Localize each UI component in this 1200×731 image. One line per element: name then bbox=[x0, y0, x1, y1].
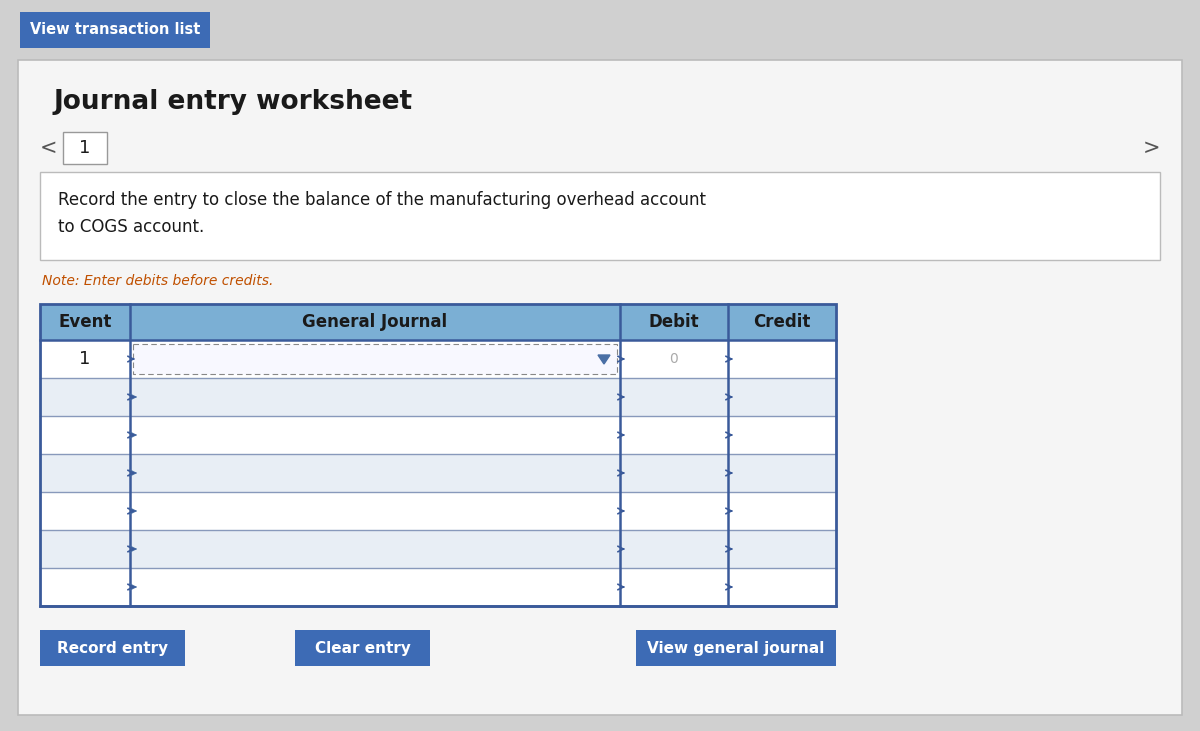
Bar bbox=[40, 454, 836, 492]
Bar bbox=[40, 530, 836, 568]
Bar bbox=[18, 60, 1182, 715]
Text: Note: Enter debits before credits.: Note: Enter debits before credits. bbox=[42, 274, 274, 288]
Text: 1: 1 bbox=[79, 139, 91, 157]
Text: Record entry: Record entry bbox=[56, 640, 168, 656]
Text: Clear entry: Clear entry bbox=[314, 640, 410, 656]
Text: to COGS account.: to COGS account. bbox=[58, 218, 204, 236]
Bar bbox=[40, 304, 836, 606]
Text: General Journal: General Journal bbox=[302, 313, 448, 331]
Bar bbox=[40, 378, 836, 416]
Bar bbox=[64, 132, 107, 164]
Text: Record the entry to close the balance of the manufacturing overhead account: Record the entry to close the balance of… bbox=[58, 191, 706, 209]
Text: >: > bbox=[1142, 138, 1160, 158]
Text: Event: Event bbox=[59, 313, 112, 331]
Bar bbox=[40, 492, 836, 530]
Bar bbox=[20, 12, 210, 48]
Bar bbox=[636, 630, 836, 666]
Text: View general journal: View general journal bbox=[647, 640, 824, 656]
Text: 0: 0 bbox=[670, 352, 678, 366]
Text: View transaction list: View transaction list bbox=[30, 23, 200, 37]
Text: <: < bbox=[40, 138, 58, 158]
Bar bbox=[40, 172, 1160, 260]
Text: Journal entry worksheet: Journal entry worksheet bbox=[53, 89, 412, 115]
Bar bbox=[40, 416, 836, 454]
Text: Credit: Credit bbox=[754, 313, 811, 331]
Text: 1: 1 bbox=[79, 350, 91, 368]
Bar bbox=[40, 304, 836, 340]
Bar bbox=[295, 630, 430, 666]
Bar bbox=[40, 630, 185, 666]
Polygon shape bbox=[598, 355, 610, 364]
Bar bbox=[40, 568, 836, 606]
Text: Debit: Debit bbox=[649, 313, 700, 331]
Bar bbox=[40, 304, 836, 606]
Bar bbox=[133, 344, 617, 374]
Bar bbox=[40, 340, 836, 378]
